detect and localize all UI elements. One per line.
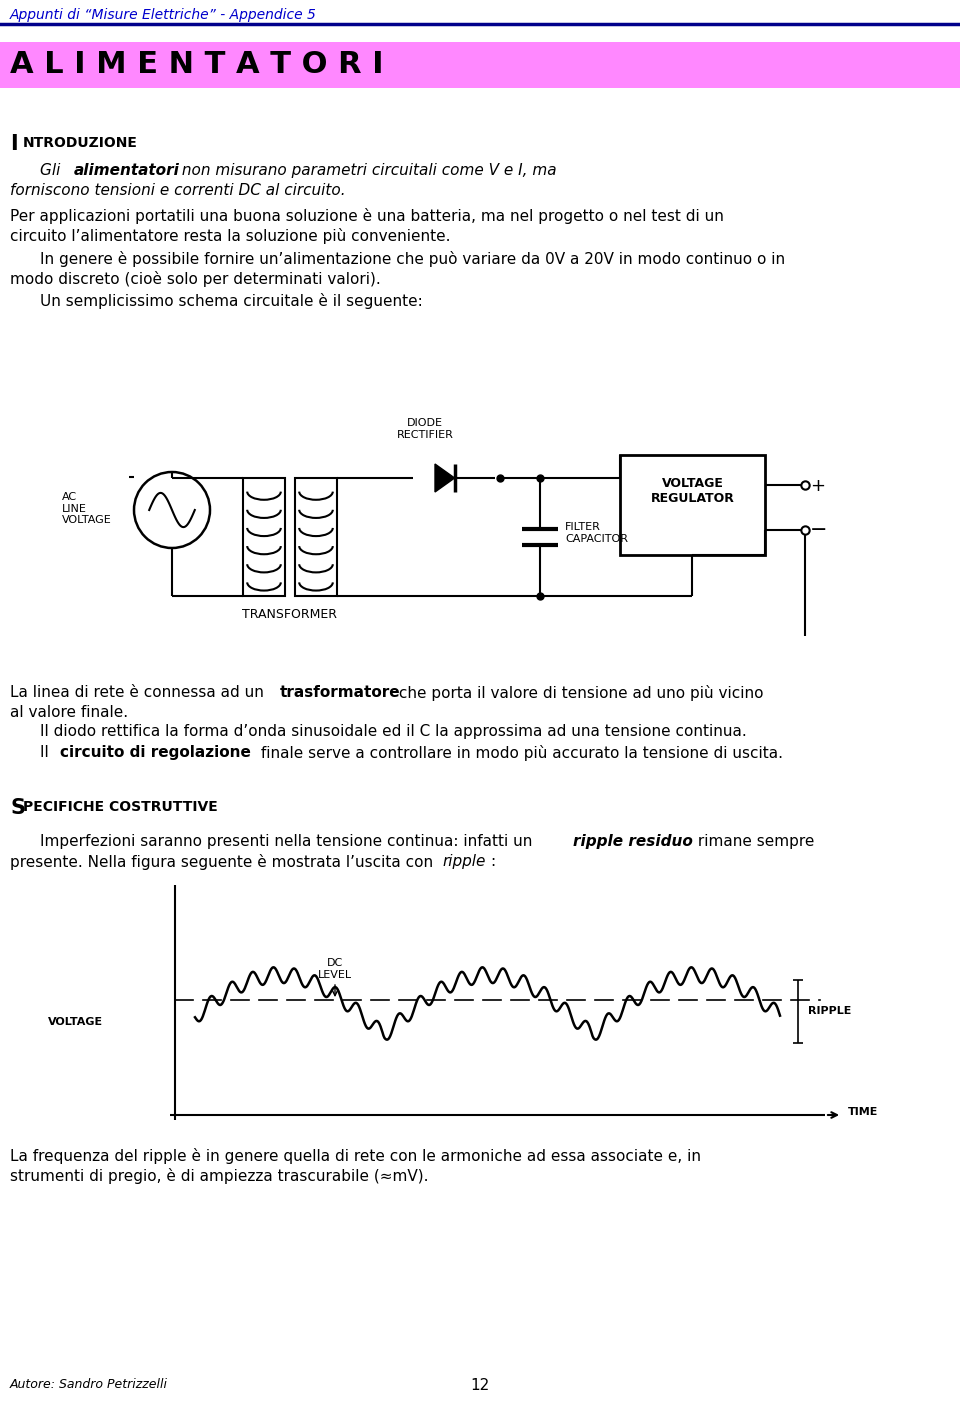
- Text: modo discreto (cioè solo per determinati valori).: modo discreto (cioè solo per determinati…: [10, 271, 381, 286]
- Text: trasformatore: trasformatore: [280, 685, 400, 700]
- Bar: [295, 478, 337, 596]
- Text: I: I: [10, 133, 17, 155]
- Text: DIODE
RECTIFIER: DIODE RECTIFIER: [396, 418, 453, 440]
- Text: VOLTAGE
REGULATOR: VOLTAGE REGULATOR: [651, 476, 734, 505]
- Polygon shape: [435, 464, 455, 492]
- Bar: [0, 43, 960, 88]
- Text: :: :: [490, 854, 495, 869]
- Text: RIPPLE: RIPPLE: [808, 1005, 852, 1015]
- Text: alimentatori: alimentatori: [74, 163, 180, 179]
- Text: La linea di rete è connessa ad un: La linea di rete è connessa ad un: [10, 685, 269, 700]
- Text: TRANSFORMER: TRANSFORMER: [243, 608, 338, 621]
- Text: Il: Il: [40, 744, 54, 760]
- Text: Autore: Sandro Petrizzelli: Autore: Sandro Petrizzelli: [10, 1378, 168, 1391]
- Text: +: +: [810, 476, 825, 495]
- Text: FILTER
CAPACITOR: FILTER CAPACITOR: [565, 522, 628, 543]
- Text: −: −: [810, 520, 828, 540]
- Text: Appunti di “Misure Elettriche” - Appendice 5: Appunti di “Misure Elettriche” - Appendi…: [10, 9, 317, 23]
- Text: Imperfezioni saranno presenti nella tensione continua: infatti un: Imperfezioni saranno presenti nella tens…: [40, 834, 538, 849]
- Text: circuito di regolazione: circuito di regolazione: [60, 744, 251, 760]
- Text: Per applicazioni portatili una buona soluzione è una batteria, ma nel progetto o: Per applicazioni portatili una buona sol…: [10, 208, 724, 224]
- Text: circuito l’alimentatore resta la soluzione più conveniente.: circuito l’alimentatore resta la soluzio…: [10, 228, 450, 244]
- Text: Il diodo rettifica la forma d’onda sinusoidale ed il C la approssima ad una tens: Il diodo rettifica la forma d’onda sinus…: [40, 725, 747, 739]
- Text: forniscono tensioni e correnti DC al circuito.: forniscono tensioni e correnti DC al cir…: [10, 183, 346, 199]
- Text: al valore finale.: al valore finale.: [10, 705, 128, 720]
- Text: PECIFICHE COSTRUTTIVE: PECIFICHE COSTRUTTIVE: [23, 800, 218, 814]
- Text: S: S: [10, 798, 25, 818]
- Text: NTRODUZIONE: NTRODUZIONE: [23, 136, 138, 150]
- Text: A L I M E N T A T O R I: A L I M E N T A T O R I: [10, 50, 384, 79]
- Text: AC
LINE
VOLTAGE: AC LINE VOLTAGE: [62, 492, 111, 525]
- Bar: [620, 455, 765, 554]
- Text: non misurano parametri circuitali come V e I, ma: non misurano parametri circuitali come V…: [177, 163, 557, 179]
- Text: VOLTAGE: VOLTAGE: [48, 1017, 103, 1027]
- Text: che porta il valore di tensione ad uno più vicino: che porta il valore di tensione ad uno p…: [394, 685, 763, 700]
- Text: strumenti di pregio, è di ampiezza trascurabile (≈mV).: strumenti di pregio, è di ampiezza trasc…: [10, 1168, 428, 1184]
- Text: DC
LEVEL: DC LEVEL: [318, 959, 352, 980]
- Text: 12: 12: [470, 1378, 490, 1392]
- Text: TIME: TIME: [848, 1107, 878, 1117]
- Bar: [243, 478, 285, 596]
- Text: rimane sempre: rimane sempre: [693, 834, 814, 849]
- Text: In genere è possibile fornire un’alimentazione che può variare da 0V a 20V in mo: In genere è possibile fornire un’aliment…: [40, 251, 785, 267]
- Text: ripple residuo: ripple residuo: [573, 834, 693, 849]
- Text: Gli: Gli: [40, 163, 65, 179]
- Text: La frequenza del ripple è in genere quella di rete con le armoniche ad essa asso: La frequenza del ripple è in genere quel…: [10, 1149, 701, 1164]
- Text: finale serve a controllare in modo più accurato la tensione di uscita.: finale serve a controllare in modo più a…: [256, 744, 783, 761]
- Text: Un semplicissimo schema circuitale è il seguente:: Un semplicissimo schema circuitale è il …: [40, 294, 422, 309]
- Text: ripple: ripple: [442, 854, 486, 869]
- Text: presente. Nella figura seguente è mostrata l’uscita con: presente. Nella figura seguente è mostra…: [10, 854, 438, 871]
